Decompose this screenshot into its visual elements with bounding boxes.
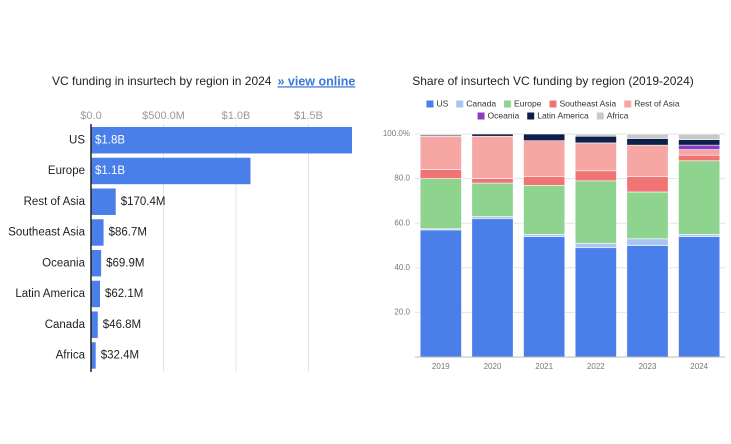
data-label: $1.1B <box>95 165 125 177</box>
y-tick-label: 40.0 <box>394 263 410 272</box>
y-tick-label: 60.0 <box>394 218 410 227</box>
bar-segment <box>678 133 721 140</box>
bar-segment <box>678 234 721 237</box>
bar-segment <box>574 133 617 137</box>
bar-segment <box>419 229 462 358</box>
legend-swatch <box>527 112 535 120</box>
bar-segment <box>626 238 669 246</box>
y-tick-label: 100.0% <box>383 129 410 138</box>
data-label: $86.7M <box>109 227 147 239</box>
y-tick-label: 80.0 <box>394 174 410 183</box>
bar <box>91 157 251 185</box>
bar <box>91 127 352 154</box>
bar-segment <box>523 236 566 358</box>
legend-label: Africa <box>607 110 629 120</box>
bar-segment <box>419 169 462 179</box>
bar-segment <box>678 139 721 146</box>
legend-swatch <box>549 100 557 108</box>
bar-segment <box>626 133 669 139</box>
legend-label: Oceania <box>488 110 520 120</box>
y-tick-label: Europe <box>48 165 85 177</box>
bar-segment <box>419 178 462 230</box>
bar <box>91 342 96 369</box>
bar-segment <box>574 247 617 358</box>
bar-segment <box>626 176 669 193</box>
legend-swatch <box>504 100 512 108</box>
bar-segment <box>626 245 669 358</box>
bar <box>91 188 116 215</box>
data-label: $170.4M <box>121 196 166 208</box>
bar-segment <box>523 234 566 237</box>
bar-segment <box>626 191 669 240</box>
y-tick-label: Africa <box>56 350 86 362</box>
legend-swatch <box>426 100 434 108</box>
bar-segment <box>626 138 669 146</box>
y-tick-label: 20.0 <box>394 308 410 317</box>
y-tick-label: Southeast Asia <box>8 227 85 239</box>
x-tick-label: 2019 <box>432 362 450 371</box>
legend-label: Canada <box>466 98 496 108</box>
y-tick-label: Rest of Asia <box>24 196 86 208</box>
data-label: $69.9M <box>106 257 144 269</box>
bar-segment <box>574 135 617 144</box>
y-tick-label: US <box>69 134 85 146</box>
legend-label: Latin America <box>537 110 589 120</box>
bar-segment <box>471 178 514 184</box>
bar <box>91 280 101 308</box>
view-online-link[interactable]: » view online <box>277 74 355 88</box>
bar-segment <box>574 170 617 182</box>
chart-title: VC funding in insurtech by region in 202… <box>52 74 272 88</box>
bar <box>91 219 104 246</box>
legend-label: Southeast Asia <box>559 98 616 108</box>
bar-segment <box>574 180 617 244</box>
legend-swatch <box>596 112 604 120</box>
y-tick-label: Canada <box>45 319 86 331</box>
bar-segment <box>419 133 462 136</box>
bar-segment <box>678 149 721 156</box>
x-tick-label: $500.0M <box>142 110 185 122</box>
data-label: $62.1M <box>105 288 143 300</box>
bar <box>91 311 98 338</box>
legend-label: Europe <box>514 98 542 108</box>
bar-segment <box>678 236 721 358</box>
chart-title: Share of insurtech VC funding by region … <box>412 74 694 88</box>
bar-segment <box>523 140 566 177</box>
bar-segment <box>471 218 514 358</box>
y-tick-label: Oceania <box>42 257 85 269</box>
x-tick-label: $1.5B <box>294 110 323 122</box>
legend-label: US <box>436 98 448 108</box>
bar-segment <box>523 176 566 186</box>
x-tick-label: 2020 <box>484 362 502 371</box>
x-tick-label: $1.0B <box>222 110 251 122</box>
bar <box>91 250 102 277</box>
bar-segment <box>678 144 721 150</box>
bar-segment <box>471 182 514 217</box>
y-tick-label: Latin America <box>15 288 85 300</box>
data-label: $1.8B <box>95 134 125 146</box>
legend-swatch <box>477 112 485 120</box>
bar-segment <box>471 216 514 220</box>
bar-segment <box>471 133 514 137</box>
bar-segment <box>678 160 721 235</box>
data-label: $32.4M <box>101 350 139 362</box>
x-tick-label: 2021 <box>535 362 553 371</box>
bar-segment <box>419 135 462 170</box>
bar-segment <box>678 154 721 162</box>
bar-segment <box>523 133 566 141</box>
bar-segment <box>574 242 617 249</box>
legend-swatch <box>624 100 632 108</box>
x-tick-label: 2024 <box>690 362 708 371</box>
legend-swatch <box>456 100 464 108</box>
legend-label: Rest of Asia <box>634 98 680 108</box>
bar-segment <box>574 142 617 172</box>
bar-segment <box>471 135 514 179</box>
x-tick-label: 2022 <box>587 362 605 371</box>
x-tick-label: $0.0 <box>80 110 101 122</box>
data-label: $46.8M <box>103 319 141 331</box>
bar-segment <box>626 144 669 177</box>
bar-segment <box>523 184 566 235</box>
x-tick-label: 2023 <box>639 362 657 371</box>
